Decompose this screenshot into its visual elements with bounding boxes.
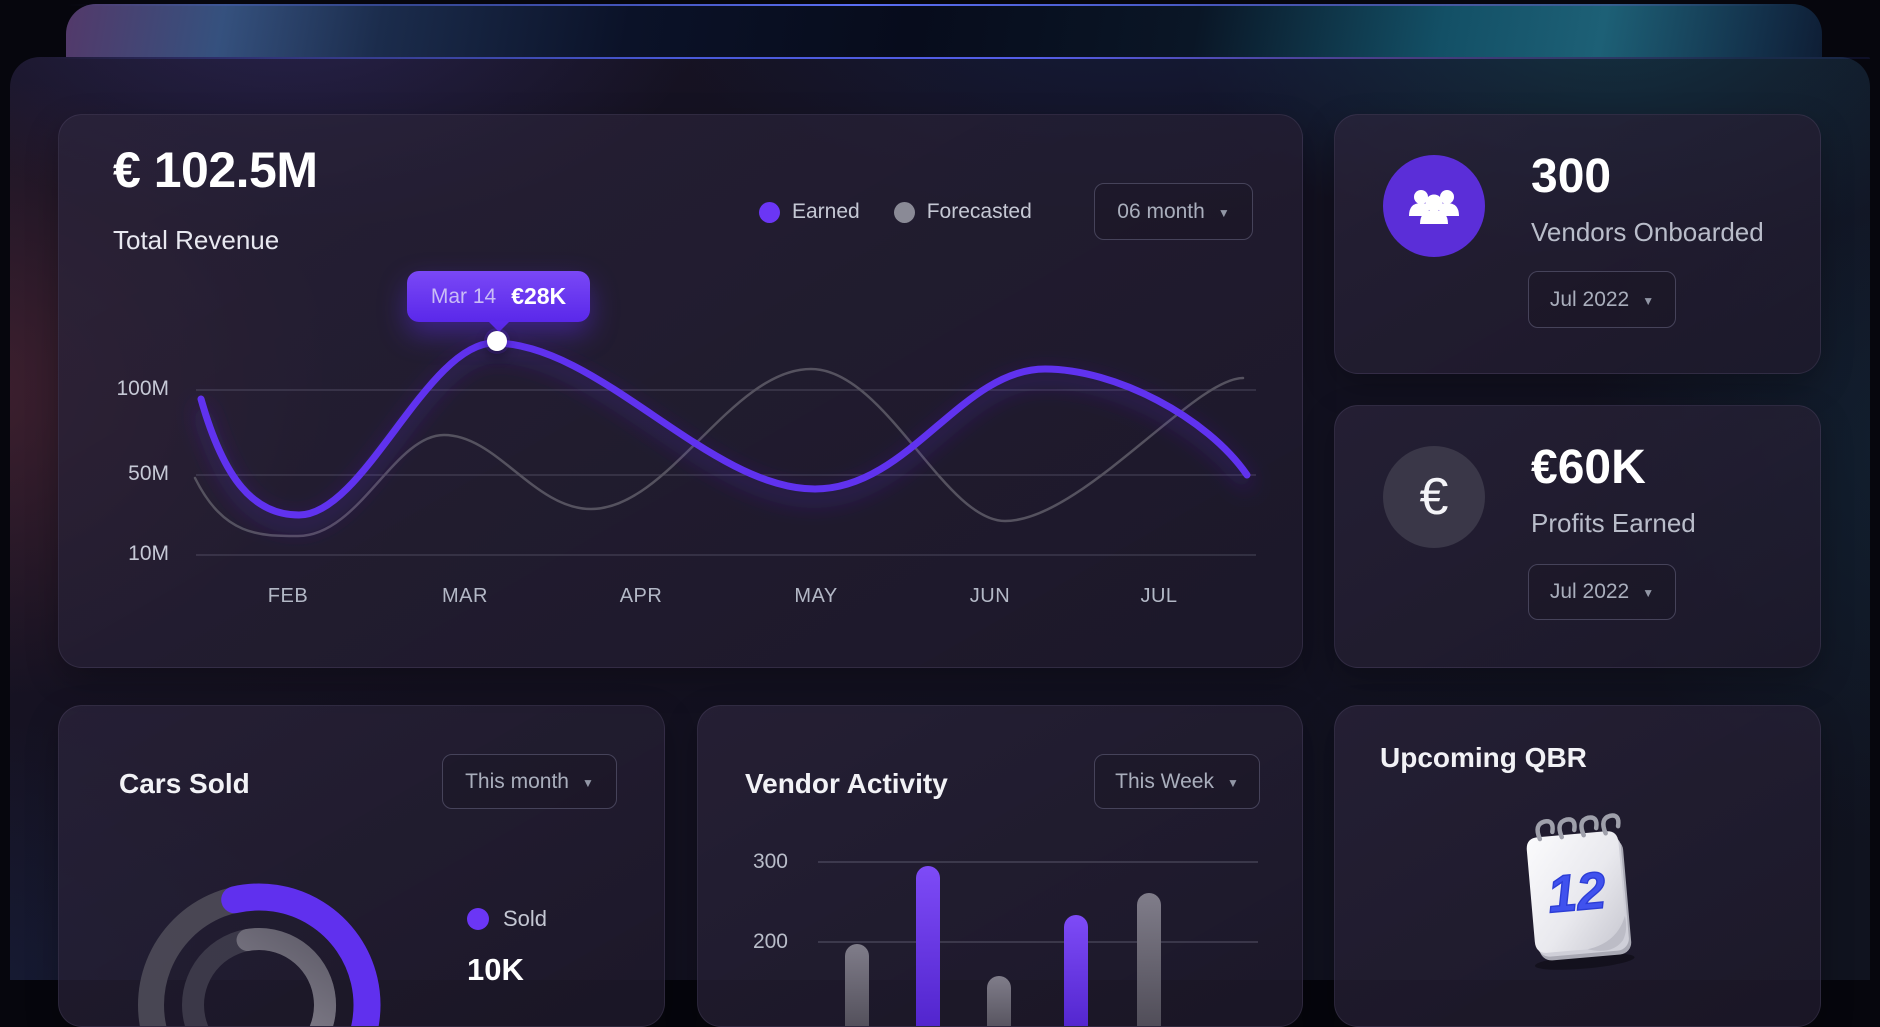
profits-value: €60K [1531, 441, 1646, 494]
y-tick-50m: 50M [128, 462, 169, 485]
legend-forecasted-label: Forecasted [926, 200, 1032, 223]
tooltip-date: Mar 14 [430, 284, 497, 308]
gridlines [818, 861, 1258, 943]
y-tick-100m: 100M [116, 377, 169, 400]
chevron-down-icon: ▼ [581, 775, 594, 790]
vendor-activity-bar-chart [818, 861, 1258, 1026]
chart-tooltip: Mar 14 €28K [407, 271, 590, 322]
profits-label: Profits Earned [1531, 508, 1696, 538]
x-tick-may: MAY [794, 585, 838, 607]
forecasted-line [193, 367, 1245, 538]
cars-sold-donut-chart [137, 883, 381, 1026]
chevron-down-icon: ▼ [1642, 293, 1655, 308]
highlighted-point [487, 331, 507, 351]
profits-period-value: Jul 2022 [1549, 580, 1630, 603]
sold-dot-icon [467, 908, 489, 930]
bar-4 [1064, 915, 1088, 1026]
people-icon [1409, 190, 1459, 224]
profits-period-dropdown[interactable]: Jul 2022 ▼ [1528, 564, 1676, 620]
total-revenue-value: € 102.5M [113, 142, 318, 198]
gridlines [196, 389, 1256, 556]
vendors-onboarded-card: 300 Vendors Onboarded Jul 2022 ▼ [1334, 114, 1821, 374]
x-tick-apr: APR [619, 585, 663, 607]
legend-earned: Earned [759, 200, 860, 224]
vendors-period-value: Jul 2022 [1549, 287, 1630, 311]
total-revenue-card: € 102.5M Total Revenue Earned Forecasted… [58, 114, 1303, 668]
y-tick-10m: 10M [128, 542, 169, 565]
cars-period-value: This month [465, 769, 569, 793]
forecasted-dot-icon [893, 201, 915, 223]
vendors-icon-circle [1383, 155, 1485, 257]
vendors-value: 300 [1531, 150, 1612, 203]
vendor-activity-title: Vendor Activity [745, 768, 948, 799]
bar-3 [987, 976, 1011, 1026]
revenue-line-chart [193, 339, 1256, 556]
profits-icon-circle: € [1383, 446, 1485, 548]
cars-period-dropdown[interactable]: This month ▼ [442, 754, 617, 809]
sold-legend-label: Sold [503, 906, 548, 931]
activity-y-tick-300: 300 [752, 850, 788, 873]
sold-value: 10K [467, 952, 524, 987]
x-tick-mar: MAR [442, 585, 488, 607]
legend-forecasted: Forecasted [893, 200, 1032, 224]
revenue-period-dropdown[interactable]: 06 month ▼ [1094, 183, 1253, 240]
calendar-icon: 12 [1526, 813, 1635, 970]
vendor-activity-card: Vendor Activity This Week ▼ 300 200 [697, 705, 1303, 1027]
tooltip-value: €28K [511, 283, 567, 309]
total-revenue-label: Total Revenue [113, 225, 280, 255]
legend-earned-label: Earned [792, 200, 860, 223]
x-tick-feb: FEB [267, 585, 309, 607]
chevron-down-icon: ▼ [1226, 775, 1239, 790]
revenue-legend: Earned Forecasted [759, 200, 1032, 224]
earned-line [197, 339, 1251, 519]
vendors-label: Vendors Onboarded [1531, 217, 1764, 247]
activity-y-tick-200: 200 [752, 930, 788, 953]
qbr-title: Upcoming QBR [1380, 742, 1587, 773]
x-tick-jul: JUL [1140, 585, 1178, 607]
chevron-down-icon: ▼ [1217, 205, 1230, 220]
bar-5 [1137, 893, 1161, 1026]
chevron-down-icon: ▼ [1642, 586, 1655, 600]
bar-2 [916, 866, 940, 1026]
x-tick-jun: JUN [969, 585, 1011, 607]
activity-period-value: This Week [1115, 769, 1214, 793]
activity-period-dropdown[interactable]: This Week ▼ [1094, 754, 1260, 809]
cars-sold-card: Cars Sold This month ▼ Sold 10K [58, 705, 665, 1027]
sold-legend: Sold [467, 906, 547, 932]
euro-icon: € [1419, 468, 1449, 526]
revenue-period-value: 06 month [1117, 199, 1205, 223]
bar-1 [845, 944, 869, 1026]
earned-dot-icon [759, 201, 780, 223]
calendar-day: 12 [1545, 862, 1608, 925]
cars-sold-title: Cars Sold [119, 768, 250, 799]
upcoming-qbr-card: Upcoming QBR 12 [1334, 705, 1821, 1027]
profits-earned-card: € €60K Profits Earned Jul 2022 ▼ [1334, 405, 1821, 668]
vendors-period-dropdown[interactable]: Jul 2022 ▼ [1528, 271, 1676, 328]
